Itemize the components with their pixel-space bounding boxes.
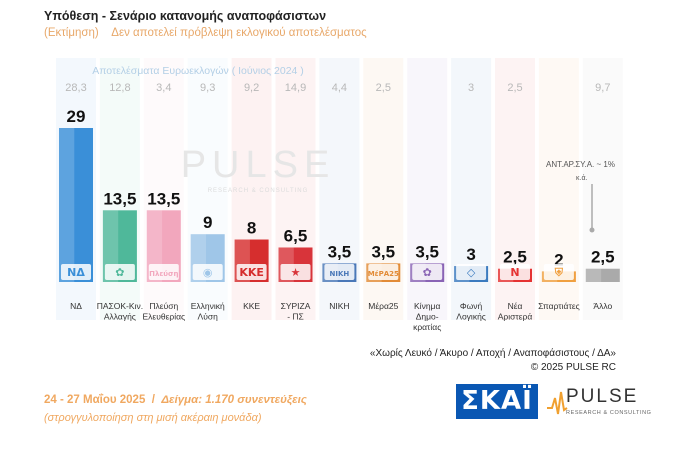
reference-value: 3 bbox=[468, 82, 474, 94]
rounding-note: (στρογγυλοποίηση στη μισή ακέραιη μονάδα… bbox=[44, 412, 262, 424]
reference-value: 3,4 bbox=[156, 82, 171, 94]
party-logo-text: ◇ bbox=[467, 266, 476, 279]
category-label: ΝΙΚΗ bbox=[329, 301, 349, 311]
category-label: ΚΚΕ bbox=[243, 301, 260, 311]
subtitle: (Εκτίμηση) Δεν αποτελεί πρόβλεψη εκλογικ… bbox=[44, 27, 377, 39]
bar-value-label: 2,5 bbox=[591, 248, 615, 267]
category-label: Κίνημα bbox=[414, 301, 440, 311]
category-label: κρατίας bbox=[413, 322, 441, 332]
bar-value-label: 13,5 bbox=[103, 189, 136, 208]
party-logo-text: ΜέΡΑ25 bbox=[368, 270, 399, 278]
annotation-text: ΑΝΤ.ΑΡ.ΣΥ.Α. ~ 1% bbox=[546, 160, 615, 169]
party-logo bbox=[280, 264, 311, 280]
category-label: ΣΥΡΙΖΑ bbox=[281, 301, 311, 311]
category-label: Αριστερά bbox=[498, 312, 533, 322]
party-logo bbox=[368, 264, 399, 280]
category-label: Ελληνική bbox=[191, 301, 225, 311]
bar-value-label: 2 bbox=[554, 250, 563, 269]
reference-value: 14,9 bbox=[285, 82, 306, 94]
page-title: Υπόθεση - Σενάριο κατανομής αναποφάσιστω… bbox=[44, 9, 327, 23]
party-logo bbox=[543, 264, 574, 280]
notes-exclusions: «Χωρίς Λευκό / Άκυρο / Αποχή / Αναποφάσι… bbox=[369, 348, 616, 359]
skai-logo: ΣΚΑΪ bbox=[456, 384, 538, 419]
party-logo bbox=[456, 264, 487, 280]
bar bbox=[585, 268, 620, 282]
bar-value-label: 29 bbox=[67, 107, 86, 126]
party-logo-text: Πλεύση bbox=[149, 270, 178, 278]
bar-value-label: 3,5 bbox=[328, 242, 352, 261]
bar-highlight bbox=[59, 128, 75, 282]
party-logo-text: ⛨ bbox=[554, 266, 564, 279]
bar-value-label: 3,5 bbox=[415, 242, 439, 261]
party-logo-text: ΚΚΕ bbox=[239, 266, 264, 279]
chart-watermark-sub: RESEARCH & CONSULTING bbox=[208, 188, 309, 194]
reference-value: 9,2 bbox=[244, 82, 259, 94]
category-label: Αλλαγής bbox=[104, 312, 136, 322]
reference-value: 28,3 bbox=[65, 82, 86, 94]
party-logo-text: ◉ bbox=[203, 266, 213, 279]
party-logo-text: ΝΔ bbox=[67, 266, 85, 279]
bar-value-label: 3 bbox=[466, 245, 475, 264]
disclaimer: Δεν αποτελεί πρόβλεψη εκλογικού αποτελέσ… bbox=[111, 27, 367, 39]
fieldwork-dates: 24 - 27 Μαΐου 2025 bbox=[44, 394, 146, 406]
bar-value-label: 8 bbox=[247, 219, 256, 238]
party-logo-text: ✿ bbox=[115, 266, 124, 279]
party-logo bbox=[104, 264, 135, 280]
annotation-sub: κ.ά. bbox=[576, 174, 587, 182]
category-label: Λογικής bbox=[456, 312, 486, 322]
category-label: Σπαρτιάτες bbox=[538, 301, 580, 311]
pulse-logo-word: PULSE bbox=[566, 386, 639, 407]
bar-highlight bbox=[585, 268, 602, 282]
party-logo-text: ✿ bbox=[423, 266, 432, 279]
category-label: - ΠΣ bbox=[287, 312, 304, 322]
category-label: ΠΑΣΟΚ-Κιν. bbox=[97, 301, 143, 311]
reference-value: 4,4 bbox=[332, 82, 347, 94]
party-logo bbox=[61, 264, 91, 280]
bar bbox=[59, 128, 93, 282]
category-label: Πλεύση bbox=[149, 301, 178, 311]
reference-value: 12,8 bbox=[109, 82, 130, 94]
fieldwork-info: 24 - 27 Μαΐου 2025 / Δείγμα: 1.170 συνεν… bbox=[44, 394, 307, 406]
party-logo bbox=[236, 264, 267, 280]
reference-value: 9,3 bbox=[200, 82, 215, 94]
party-logo bbox=[412, 264, 443, 280]
category-label: Μέρα25 bbox=[368, 301, 398, 311]
bar-value-label: 3,5 bbox=[371, 242, 395, 261]
party-logo bbox=[324, 264, 355, 280]
bar-value-label: 13,5 bbox=[147, 189, 180, 208]
pulse-wave-icon bbox=[547, 391, 568, 415]
bar-value-label: 9 bbox=[203, 213, 212, 232]
party-logo bbox=[500, 264, 530, 280]
category-label: Λύση bbox=[198, 312, 219, 322]
category-label: Δημο- bbox=[416, 312, 439, 322]
bar-value-label: 2,5 bbox=[503, 248, 527, 267]
category-label: Φωνή bbox=[460, 301, 483, 311]
pulse-logo-sub: RESEARCH & CONSULTING bbox=[566, 410, 652, 416]
category-label: Ελευθερίας bbox=[142, 312, 185, 322]
party-logo bbox=[192, 264, 223, 280]
notes-copyright: © 2025 PULSE RC bbox=[530, 362, 616, 373]
sample-size: Δείγμα: 1.170 συνεντεύξεις bbox=[161, 394, 307, 406]
bar-value-label: 6,5 bbox=[284, 226, 308, 245]
category-label: Άλλο bbox=[593, 301, 612, 311]
estimate-label: (Εκτίμηση) bbox=[44, 27, 99, 39]
reference-value: 9,7 bbox=[595, 82, 610, 94]
reference-label: Αποτελέσματα Ευρωεκλογών ( Ιούνιος 2024 … bbox=[92, 65, 304, 77]
reference-value: 2,5 bbox=[376, 82, 391, 94]
pulse-logo: PULSE RESEARCH & CONSULTING bbox=[546, 384, 656, 422]
category-label: Νέα bbox=[508, 301, 523, 311]
annotation-dot bbox=[589, 227, 595, 233]
party-logo-text: ΝΙΚΗ bbox=[330, 270, 350, 278]
category-label: ΝΔ bbox=[70, 301, 82, 311]
chart-watermark: PULSE bbox=[181, 144, 336, 186]
notes: «Χωρίς Λευκό / Άκυρο / Αποχή / Αναποφάσι… bbox=[370, 347, 616, 375]
party-logo-text: ★ bbox=[291, 266, 301, 279]
party-logo-text: Ν bbox=[510, 266, 519, 279]
party-logo bbox=[148, 264, 179, 280]
reference-value: 2,5 bbox=[507, 82, 522, 94]
